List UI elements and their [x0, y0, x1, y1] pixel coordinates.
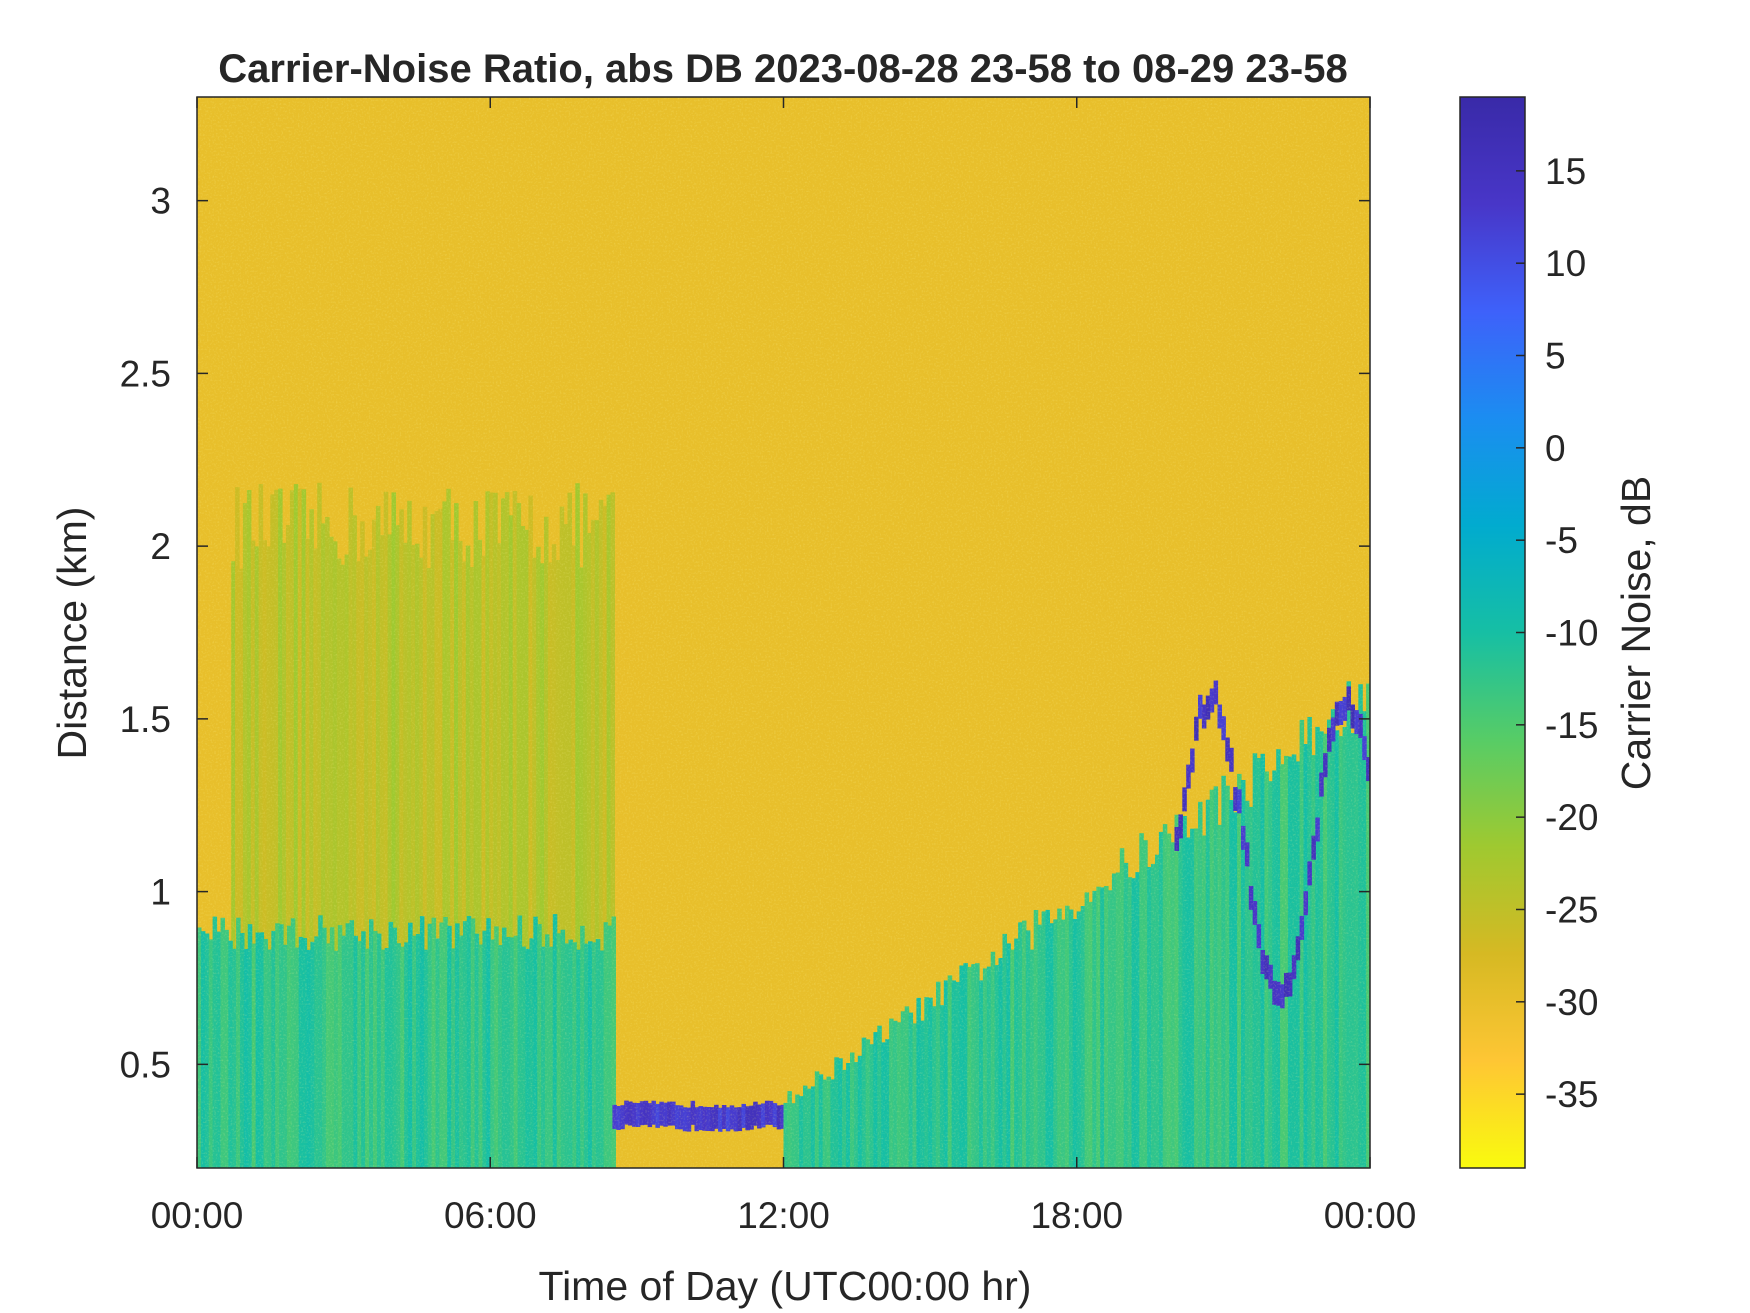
colorbar: 15 10 5 0 -5 -10 -15 -20 -25 -30 -35 Carrier Noise…: [1459, 96, 1659, 1169]
y-tick-label: 1: [150, 872, 171, 913]
y-tick-label: 0.5: [120, 1044, 171, 1085]
colorbar-tick-label: 0: [1545, 428, 1566, 469]
colorbar-fill: [1460, 97, 1525, 1168]
colorbar-tick-label: -20: [1545, 797, 1598, 838]
colorbar-tick-label: -10: [1545, 613, 1598, 654]
y-axis-label: Distance (km): [49, 507, 95, 760]
plot-area: [197, 97, 1370, 1168]
y-axis-ticks: 0.5 1 1.5 2 2.5 3: [120, 181, 1370, 1085]
heatmap-speckle: [197, 97, 1370, 1168]
x-tick-label: 00:00: [151, 1195, 244, 1236]
x-tick-label: 12:00: [737, 1195, 830, 1236]
x-tick-label: 18:00: [1030, 1195, 1123, 1236]
x-axis-ticks: 00:00 06:00 12:00 18:00 00:00: [151, 97, 1417, 1236]
colorbar-tick-label: 15: [1545, 151, 1586, 192]
x-tick-label: 06:00: [444, 1195, 537, 1236]
colorbar-tick-label: 10: [1545, 243, 1586, 284]
x-axis-label: Time of Day (UTC00:00 hr): [539, 1263, 1032, 1309]
colorbar-ticks: 15 10 5 0 -5 -10 -15 -20 -25 -30 -35: [1516, 151, 1598, 1115]
colorbar-tick-label: -30: [1545, 982, 1598, 1023]
colorbar-tick-label: -35: [1545, 1074, 1598, 1115]
colorbar-tick-label: -25: [1545, 889, 1598, 930]
colorbar-tick-label: -15: [1545, 705, 1598, 746]
colorbar-tick-label: -5: [1545, 520, 1578, 561]
y-tick-label: 3: [150, 181, 171, 222]
y-tick-label: 2: [150, 526, 171, 567]
y-tick-label: 2.5: [120, 353, 171, 394]
x-tick-label: 00:00: [1324, 1195, 1417, 1236]
chart-title: Carrier-Noise Ratio, abs DB 2023-08-28 2…: [218, 47, 1347, 91]
y-tick-label: 1.5: [120, 699, 171, 740]
colorbar-label: Carrier Noise, dB: [1613, 476, 1659, 790]
colorbar-tick-label: 5: [1545, 336, 1566, 377]
